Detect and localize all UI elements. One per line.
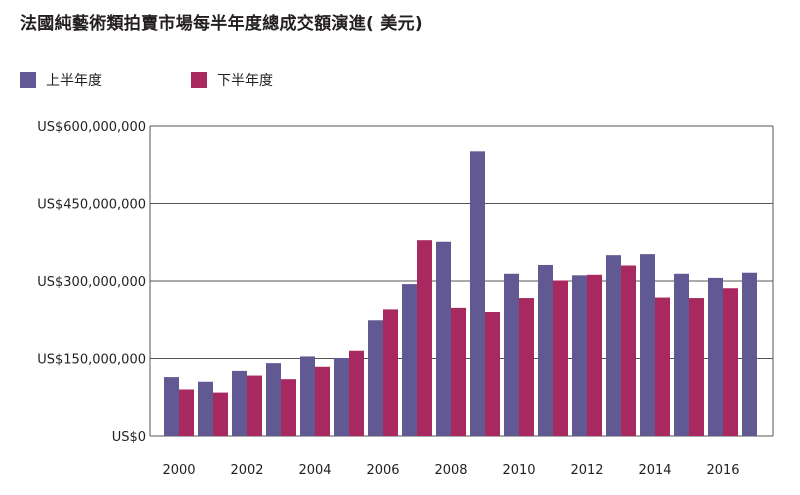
bar-second-half bbox=[689, 298, 704, 436]
x-tick-label: 2004 bbox=[298, 463, 331, 478]
x-tick-label: 2016 bbox=[706, 463, 739, 478]
bar-second-half bbox=[621, 265, 636, 436]
y-tick-label: US$150,000,000 bbox=[37, 353, 146, 368]
bar-first-half bbox=[266, 363, 281, 436]
bar-second-half bbox=[281, 379, 296, 436]
bar-second-half bbox=[519, 298, 534, 436]
bar-first-half bbox=[504, 273, 519, 436]
bar-first-half bbox=[538, 264, 553, 436]
bar-second-half bbox=[655, 297, 670, 436]
bar-first-half bbox=[198, 381, 213, 436]
bar-second-half bbox=[553, 280, 568, 436]
bar-second-half bbox=[587, 274, 602, 436]
bar-second-half bbox=[349, 350, 364, 436]
bar-second-half bbox=[417, 240, 432, 436]
bar-second-half bbox=[315, 366, 330, 436]
x-tick-label: 2006 bbox=[366, 463, 399, 478]
y-tick-label: US$0 bbox=[112, 430, 146, 445]
bar-first-half bbox=[470, 151, 485, 437]
bar-first-half bbox=[436, 241, 451, 436]
bar-second-half bbox=[247, 375, 262, 436]
x-tick-label: 2002 bbox=[230, 463, 263, 478]
bar-second-half bbox=[723, 288, 738, 436]
y-tick-label: US$600,000,000 bbox=[37, 120, 146, 135]
bar-second-half bbox=[485, 312, 500, 436]
bar-first-half bbox=[640, 254, 655, 436]
bar-first-half bbox=[232, 370, 247, 436]
legend-item-second-half: 下半年度 bbox=[191, 70, 273, 90]
legend-item-first-half: 上半年度 bbox=[20, 70, 102, 90]
legend-swatch-second-half bbox=[191, 72, 207, 88]
bar-second-half bbox=[213, 392, 228, 436]
bar-first-half bbox=[164, 377, 179, 436]
bar-first-half bbox=[402, 284, 417, 436]
bar-second-half bbox=[179, 389, 194, 436]
bar-first-half bbox=[572, 275, 587, 436]
y-tick-label: US$300,000,000 bbox=[37, 275, 146, 290]
bar-first-half bbox=[334, 357, 349, 436]
bar-first-half bbox=[300, 356, 315, 436]
legend-swatch-first-half bbox=[20, 72, 36, 88]
legend-label-second-half: 下半年度 bbox=[217, 73, 273, 89]
axes: US$0 US$150,000,000 US$300,000,000 US$450,0… bbox=[37, 120, 774, 478]
bar-first-half bbox=[368, 320, 383, 436]
bar-first-half bbox=[606, 255, 621, 436]
chart-title: 法國純藝術類拍賣市場每半年度總成交額演進( 美元) bbox=[20, 14, 423, 34]
x-tick-label: 2014 bbox=[638, 463, 671, 478]
bar-first-half bbox=[742, 272, 757, 436]
x-tick-label: 2000 bbox=[162, 463, 195, 478]
legend-label-first-half: 上半年度 bbox=[46, 73, 102, 89]
x-tick-label: 2012 bbox=[570, 463, 603, 478]
bar-second-half bbox=[383, 309, 398, 436]
y-tick-label: US$450,000,000 bbox=[37, 198, 146, 213]
bar-second-half bbox=[451, 307, 466, 436]
bar-first-half bbox=[674, 273, 689, 436]
x-tick-label: 2010 bbox=[502, 463, 535, 478]
bar-first-half bbox=[708, 277, 723, 436]
x-tick-label: 2008 bbox=[434, 463, 467, 478]
chart-legend: 上半年度 下半年度 bbox=[20, 70, 340, 94]
bars bbox=[164, 151, 757, 437]
